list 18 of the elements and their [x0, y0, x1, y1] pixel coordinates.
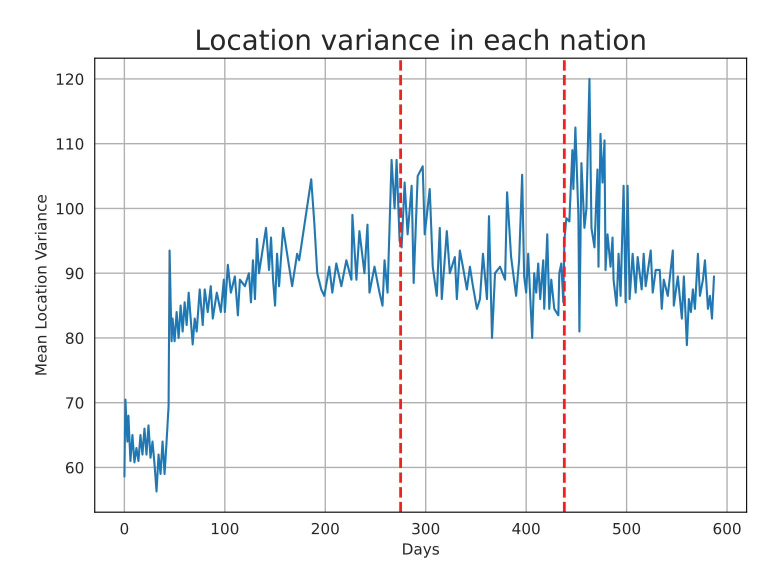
chart-title: Location variance in each nation [197, 28, 645, 50]
x-tick-label: 600 [714, 522, 741, 534]
y-tick-label: 110 [56, 138, 84, 150]
x-tick-label: 300 [412, 522, 440, 534]
y-tick-label: 70 [66, 397, 84, 409]
x-tick-label: 0 [120, 522, 128, 534]
line-series [123, 78, 716, 492]
x-tick-label: 400 [512, 522, 540, 534]
y-tick-label: 120 [56, 73, 84, 85]
y-tick-label: 80 [66, 332, 84, 344]
x-axis-title: Days [403, 543, 440, 558]
x-tick-label: 100 [212, 522, 238, 534]
x-tick-label: 200 [312, 522, 339, 534]
y-tick-label: 100 [56, 202, 84, 214]
x-tick-label: 500 [613, 522, 640, 534]
y-tick-label: 90 [66, 268, 84, 280]
y-tick-label: 60 [66, 462, 84, 474]
y-axis-title: Mean Location Variance [34, 195, 47, 375]
